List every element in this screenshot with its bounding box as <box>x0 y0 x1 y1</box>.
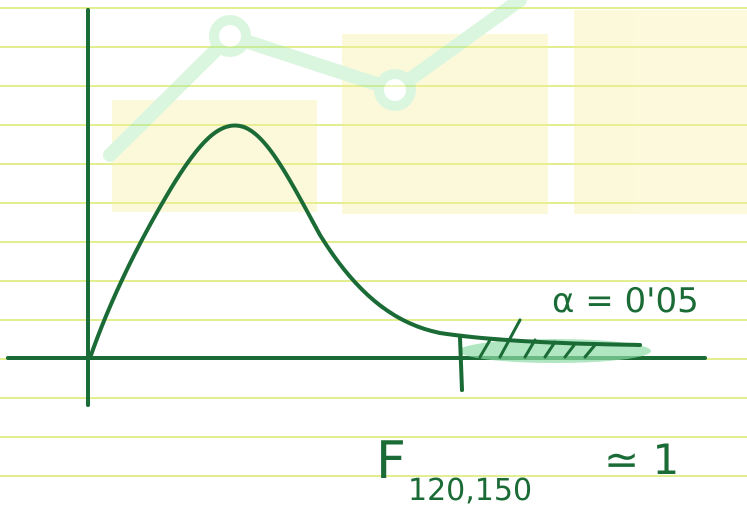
statistic-label: F <box>376 431 406 491</box>
approx-label: ≃ 1 <box>604 435 679 484</box>
density-curve <box>88 123 642 360</box>
subscript-label: 120,150 <box>408 473 532 508</box>
critical-tick <box>458 336 464 392</box>
alpha-label: α = 0'05 <box>552 281 699 321</box>
watermark <box>103 0 747 214</box>
sketch <box>6 8 707 407</box>
hatching <box>478 318 597 359</box>
